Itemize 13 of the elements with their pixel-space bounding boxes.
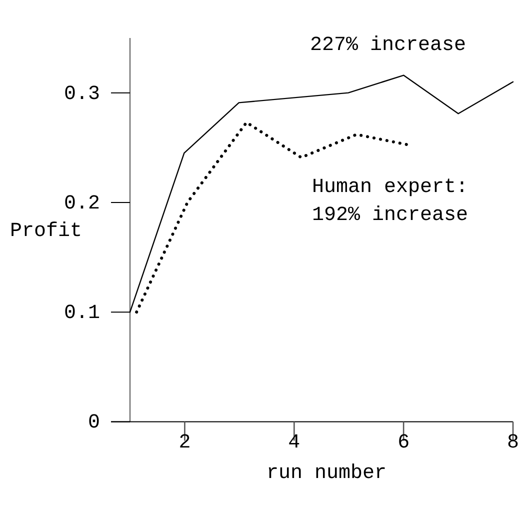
x-tick-label: 2 xyxy=(178,432,191,455)
y-tick-label: 0.3 xyxy=(64,82,100,106)
annotation: 227% increase xyxy=(310,34,466,57)
y-tick-label: 0 xyxy=(88,412,100,435)
x-axis-title: run number xyxy=(266,462,387,485)
y-axis-title: Profit xyxy=(10,220,82,243)
x-tick-label: 8 xyxy=(506,432,520,455)
y-tick-label: 0.1 xyxy=(64,302,100,326)
x-tick-label: 4 xyxy=(288,432,300,455)
x-tick-label: 6 xyxy=(398,432,410,455)
annotation: 192% increase xyxy=(312,204,468,227)
y-tick-label: 0.2 xyxy=(64,192,100,216)
annotation: Human expert: xyxy=(312,176,468,199)
